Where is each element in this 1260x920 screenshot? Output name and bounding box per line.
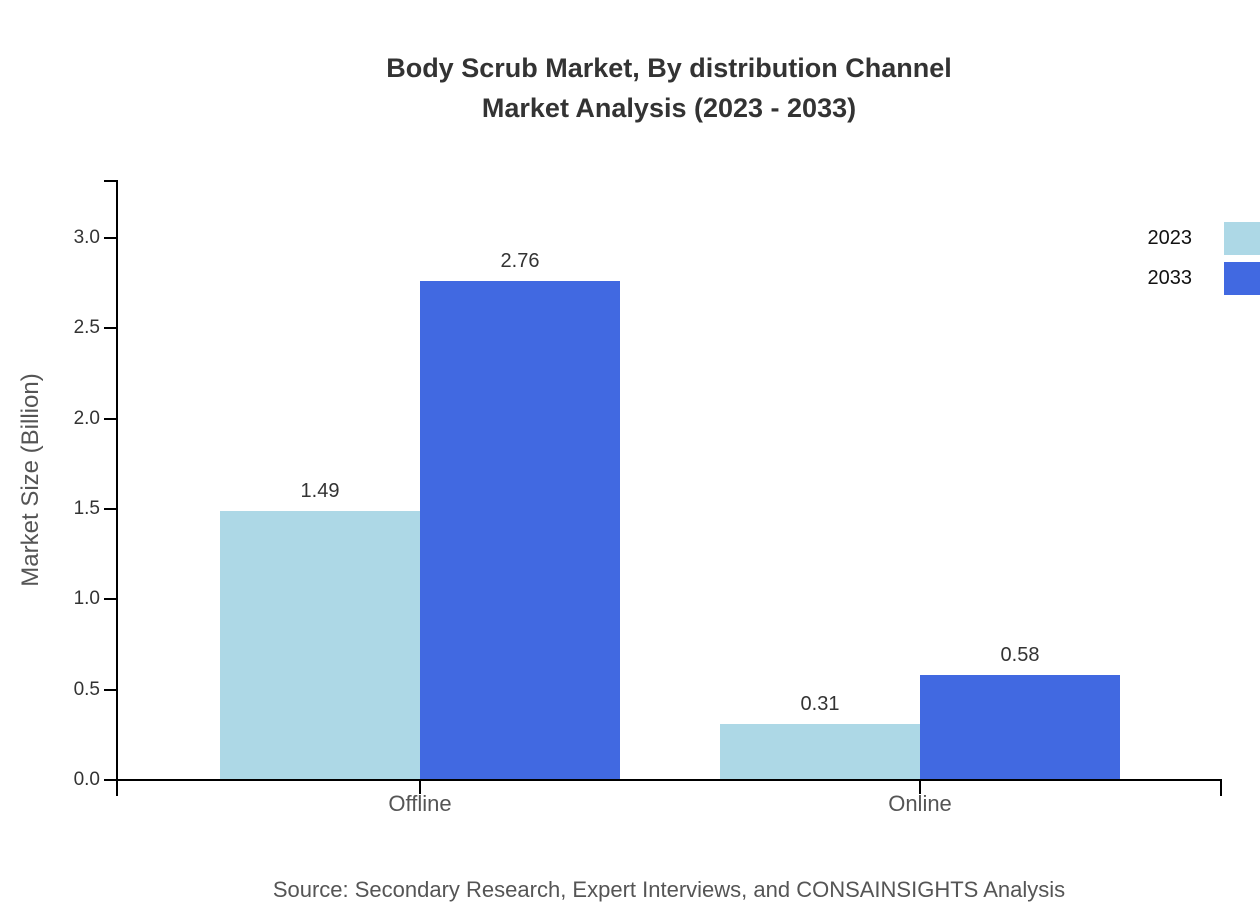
chart-title: Body Scrub Market, By distribution Chann… <box>386 53 952 83</box>
legend-label: 2023 <box>1147 226 1193 249</box>
y-axis-title: Market Size (Billion) <box>17 373 44 587</box>
legend-label: 2033 <box>1147 266 1193 289</box>
y-tick-label: 0.5 <box>73 678 100 700</box>
y-tick <box>104 327 118 330</box>
bar-value-label: 1.49 <box>300 480 340 502</box>
category-label-offline: Offline <box>388 791 452 816</box>
y-tick <box>104 779 118 781</box>
chart-subtitle: Market Analysis (2023 - 2033) <box>481 93 857 123</box>
y-tick-label: 3.0 <box>73 226 100 248</box>
y-tick <box>104 688 118 691</box>
bar-value-label: 0.31 <box>800 693 840 715</box>
x-axis-right-cap <box>1220 780 1222 796</box>
bar-offline-2023 <box>220 511 420 780</box>
y-tick-label: 0.0 <box>73 769 100 790</box>
source-note: Source: Secondary Research, Expert Inter… <box>272 877 1066 902</box>
y-tick <box>104 417 118 420</box>
x-tick <box>419 780 421 794</box>
y-axis-top-cap <box>104 180 118 182</box>
y-tick <box>104 598 118 601</box>
y-tick <box>104 236 118 239</box>
x-axis-line <box>116 779 1222 781</box>
bar-online-2023 <box>720 724 920 780</box>
bar-offline-2033 <box>420 281 620 780</box>
y-axis-spine <box>116 180 118 796</box>
chart-title-block: Body Scrub Market, By distribution Chann… <box>118 48 1220 128</box>
bar-value-label: 0.58 <box>1000 644 1040 666</box>
x-tick <box>919 780 921 794</box>
bar-value-label: 2.76 <box>500 250 540 272</box>
y-tick <box>104 507 118 510</box>
legend-swatch <box>1224 221 1260 255</box>
y-tick-label: 2.0 <box>73 407 100 429</box>
y-tick-label: 2.5 <box>73 317 100 339</box>
y-tick-label: 1.0 <box>73 588 100 610</box>
bar-online-2033 <box>920 675 1120 780</box>
legend-item: 2033 <box>1148 258 1260 298</box>
category-label-online: Online <box>888 791 952 816</box>
legend-swatch <box>1224 261 1260 295</box>
legend: 2023 2033 <box>1148 218 1260 298</box>
legend-item: 2023 <box>1148 218 1260 258</box>
y-tick-label: 1.5 <box>73 497 100 519</box>
